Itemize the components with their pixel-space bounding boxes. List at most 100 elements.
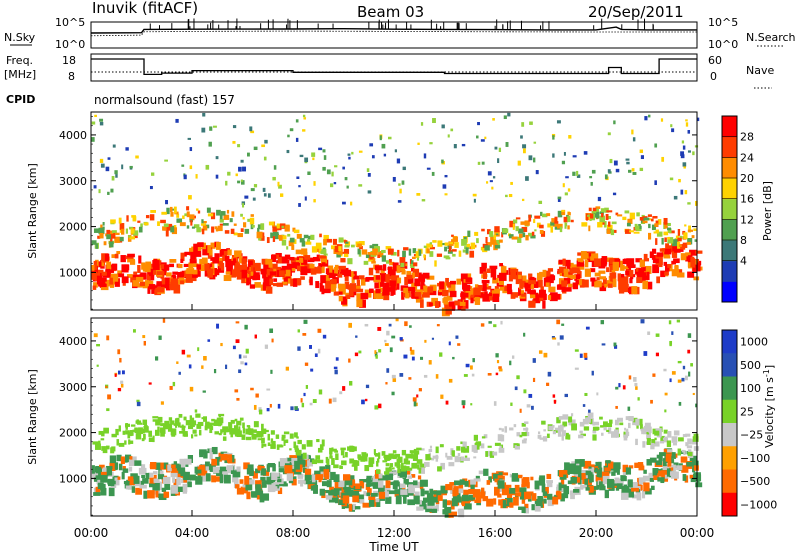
- range-cell: [283, 439, 289, 444]
- range-cell: [269, 328, 274, 333]
- range-cell: [223, 214, 230, 220]
- range-cell: [600, 425, 604, 428]
- range-cell: [667, 222, 671, 227]
- range-cell: [521, 484, 526, 488]
- range-cell: [126, 215, 129, 222]
- range-cell: [342, 166, 345, 170]
- range-cell: [109, 241, 114, 248]
- range-cell: [401, 449, 407, 456]
- range-cell: [115, 174, 118, 178]
- range-cell: [413, 262, 418, 267]
- freq-panel: Freq. [MHz] 18 8 60 0 Nave: [4, 53, 774, 89]
- range-cell: [146, 274, 151, 281]
- range-cell: [179, 430, 184, 434]
- range-cell: [253, 274, 261, 281]
- range-cell: [145, 280, 149, 287]
- range-cell: [93, 265, 98, 275]
- range-cell: [507, 112, 511, 117]
- range-cell: [263, 261, 272, 270]
- range-cell: [101, 277, 107, 282]
- range-cell: [627, 264, 636, 269]
- range-cell: [620, 266, 629, 270]
- range-cell: [373, 290, 378, 299]
- range-cell: [196, 469, 202, 474]
- range-cell: [408, 484, 415, 494]
- range-cell: [452, 253, 456, 257]
- range-cell: [320, 249, 327, 255]
- range-cell: [196, 423, 202, 429]
- range-cell: [518, 274, 522, 279]
- range-cell: [332, 238, 337, 245]
- range-cell: [344, 245, 350, 248]
- range-cell: [471, 444, 477, 452]
- range-cell: [515, 217, 521, 220]
- range-cell: [475, 497, 481, 502]
- range-cell: [109, 277, 114, 285]
- range-cell: [160, 427, 166, 434]
- range-cell: [341, 486, 345, 495]
- range-cell: [369, 143, 374, 147]
- range-cell: [171, 227, 178, 235]
- range-cell: [687, 202, 691, 205]
- range-cell: [609, 419, 613, 424]
- range-cell: [603, 421, 608, 427]
- range-cell: [408, 248, 412, 256]
- range-cell: [613, 120, 616, 125]
- range-cell: [374, 405, 379, 410]
- range-cell: [605, 213, 609, 221]
- power-ylabel: Slant Range [km]: [26, 163, 39, 259]
- range-cell: [671, 128, 675, 133]
- range-cell: [385, 496, 392, 504]
- range-cell: [677, 229, 681, 236]
- range-cell: [276, 445, 280, 450]
- range-cell: [599, 485, 606, 491]
- range-cell: [344, 273, 349, 282]
- range-cell: [634, 269, 642, 275]
- range-cell: [400, 465, 407, 472]
- range-cell: [180, 463, 185, 470]
- range-cell: [216, 469, 223, 477]
- range-cell: [215, 456, 220, 466]
- range-cell: [584, 392, 588, 397]
- range-cell: [671, 371, 676, 375]
- y-tick-label: 1000: [59, 266, 87, 279]
- range-cell: [601, 213, 604, 218]
- range-cell: [222, 436, 227, 441]
- range-cell: [464, 457, 470, 461]
- range-cell: [213, 369, 217, 374]
- range-cell: [614, 477, 620, 484]
- range-cell: [389, 347, 393, 353]
- range-cell: [644, 422, 651, 429]
- range-cell: [447, 250, 453, 254]
- nave-right-tick-bottom: 0: [710, 70, 717, 83]
- range-cell: [494, 146, 498, 150]
- range-cell: [321, 474, 327, 481]
- range-cell: [192, 274, 198, 278]
- range-cell: [667, 227, 671, 231]
- range-cell: [253, 146, 258, 151]
- range-cell: [494, 245, 501, 249]
- range-cell: [165, 199, 168, 205]
- range-cell: [476, 135, 479, 139]
- range-cell: [609, 264, 614, 272]
- range-cell: [188, 425, 194, 430]
- range-cell: [139, 273, 145, 279]
- range-cell: [585, 326, 590, 330]
- range-cell: [688, 225, 692, 233]
- range-cell: [488, 292, 494, 297]
- range-cell: [218, 417, 224, 424]
- range-cell: [549, 275, 556, 281]
- range-cell: [607, 427, 612, 434]
- range-cell: [449, 280, 456, 285]
- range-cell: [223, 474, 231, 484]
- range-cell: [98, 440, 101, 445]
- range-cell: [106, 408, 110, 412]
- range-cell: [443, 255, 450, 259]
- range-cell: [213, 125, 217, 128]
- range-cell: [565, 222, 568, 227]
- range-cell: [412, 256, 416, 260]
- range-cell: [432, 240, 437, 243]
- range-cell: [373, 499, 378, 507]
- range-cell: [118, 425, 121, 432]
